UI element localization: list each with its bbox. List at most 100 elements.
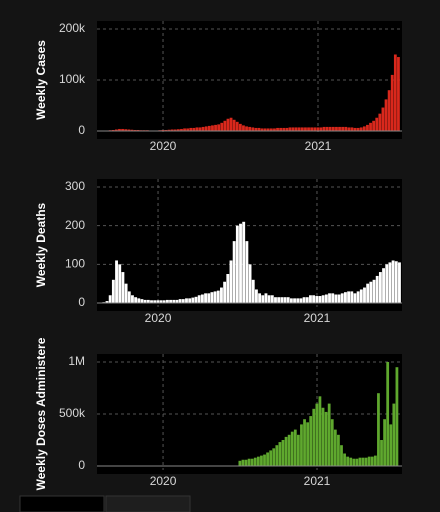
bar (189, 127, 193, 131)
bar (146, 299, 150, 303)
bar (108, 295, 112, 303)
bar (133, 129, 137, 131)
bar (192, 127, 196, 131)
bar (296, 434, 300, 466)
bar (216, 290, 220, 303)
bar (286, 297, 290, 303)
bar (383, 419, 386, 466)
bar (245, 241, 249, 303)
y-tick-label: 300 (65, 179, 85, 193)
bar (353, 293, 357, 303)
bar (235, 121, 239, 131)
bar (331, 126, 335, 131)
bar (283, 297, 287, 303)
bar (313, 127, 317, 131)
bar (367, 456, 371, 466)
bar (188, 298, 192, 303)
bar (214, 124, 217, 131)
bar (217, 124, 221, 131)
bar (278, 442, 282, 466)
bar (266, 452, 269, 466)
bar (372, 120, 376, 131)
bar (312, 295, 316, 303)
bar (393, 54, 397, 131)
bar (229, 260, 233, 303)
bar (343, 453, 346, 466)
bar (316, 127, 320, 131)
bar (338, 126, 341, 131)
bar (375, 275, 379, 303)
tab[interactable] (105, 495, 191, 512)
bar (213, 291, 217, 303)
bar (390, 74, 394, 131)
y-tick-label: 1M (68, 354, 85, 368)
bar (167, 129, 171, 131)
bar (232, 119, 236, 131)
bar (136, 129, 140, 131)
bar (328, 293, 331, 303)
bar (183, 128, 186, 131)
bar (385, 264, 389, 303)
bar (260, 128, 264, 131)
bar (297, 127, 301, 131)
bar (238, 460, 242, 466)
bar (373, 455, 377, 466)
bar (378, 113, 382, 131)
bar (391, 260, 395, 303)
y-tick-label: 0 (78, 458, 85, 472)
bar (384, 99, 388, 131)
y-tick-label: 0 (78, 295, 85, 309)
bar (238, 123, 242, 131)
bar (200, 294, 204, 303)
bar (281, 440, 285, 466)
bar (290, 431, 294, 466)
bar (165, 299, 169, 303)
bar (115, 260, 118, 303)
bar (397, 57, 400, 131)
bar (279, 127, 283, 131)
bar (309, 416, 313, 466)
bar (378, 272, 382, 303)
bar (358, 457, 362, 466)
bar (140, 299, 144, 303)
bar (195, 127, 199, 131)
bar (111, 279, 115, 303)
bar (291, 127, 295, 131)
bar (114, 129, 118, 131)
bar (305, 297, 309, 303)
bar (375, 117, 379, 131)
bar (293, 298, 296, 303)
bar (380, 440, 383, 466)
tab[interactable] (19, 495, 105, 512)
bar (337, 294, 341, 303)
bar (285, 127, 289, 131)
bar (235, 225, 239, 303)
bar (178, 299, 182, 303)
bar (242, 221, 246, 303)
bar (395, 367, 399, 466)
bar (156, 300, 160, 303)
bar (118, 128, 121, 131)
x-tick-label: 2020 (150, 139, 177, 153)
bar (111, 129, 115, 131)
bar (127, 129, 131, 131)
bar (294, 127, 298, 131)
bar (322, 126, 326, 131)
bar (344, 126, 348, 131)
bar (293, 429, 297, 466)
bar (232, 241, 236, 303)
bar (105, 301, 109, 303)
bar (369, 281, 373, 303)
bar (191, 297, 195, 303)
bar (258, 293, 262, 303)
bar (260, 455, 263, 466)
bar (369, 122, 372, 131)
bar (254, 127, 258, 131)
bar (394, 261, 398, 303)
bar (319, 127, 323, 131)
bar (204, 126, 208, 131)
bar (134, 297, 138, 303)
bar (312, 408, 316, 466)
bar (194, 296, 198, 303)
bar (362, 126, 366, 131)
